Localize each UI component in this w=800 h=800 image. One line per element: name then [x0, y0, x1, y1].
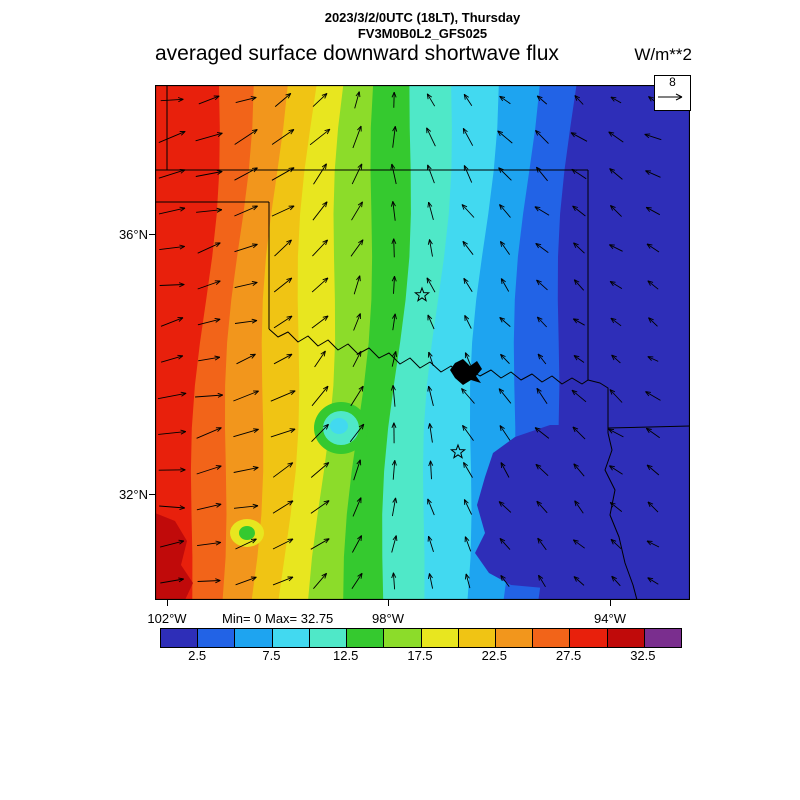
colorbar-segment [384, 629, 422, 647]
units-label: W/m**2 [634, 45, 692, 64]
lat-label-36n: 36°N [118, 227, 148, 242]
lon-label-102w: 102°W [147, 611, 187, 626]
lat-tick-32n [149, 494, 155, 495]
colorbar-tick-label: 32.5 [630, 648, 656, 663]
colorbar [160, 628, 682, 648]
colorbar-segment [533, 629, 571, 647]
colorbar-segment [644, 629, 682, 647]
colorbar-tick-label: 17.5 [407, 648, 433, 663]
colorbar-tick-label: 12.5 [333, 648, 359, 663]
vector-key-value: 8 [669, 75, 676, 89]
lon-tick-94w [610, 600, 611, 606]
title-row: averaged surface downward shortwave flux… [155, 42, 692, 66]
plot-title: averaged surface downward shortwave flux [155, 42, 559, 65]
valid-time-label: 2023/3/2/0UTC (18LT), Thursday [324, 10, 521, 25]
lon-tick-98w [388, 600, 389, 606]
lon-label-98w: 98°W [372, 611, 404, 626]
colorbar-segment [198, 629, 236, 647]
colorbar-segment [161, 629, 199, 647]
model-run-label: FV3M0B0L2_GFS025 [357, 26, 488, 41]
colorbar-segment [607, 629, 645, 647]
lat-tick-36n [149, 234, 155, 235]
colorbar-segment [570, 629, 608, 647]
lat-label-32n: 32°N [118, 487, 148, 502]
colorbar-tick-label: 7.5 [262, 648, 281, 663]
colorbar-segment [347, 629, 385, 647]
minmax-label: Min= 0 Max= 32.75 [222, 611, 334, 626]
map-canvas [155, 85, 690, 600]
colorbar-segment [458, 629, 496, 647]
colorbar-segment [235, 629, 273, 647]
vector-key-arrow-icon [658, 93, 683, 101]
colorbar-segment [495, 629, 534, 647]
vector-key-box: 8 [654, 75, 691, 111]
colorbar-tick-label: 27.5 [555, 648, 582, 663]
lon-tick-102w [167, 600, 168, 606]
lon-label-94w: 94°W [594, 611, 626, 626]
colorbar-tick-label: 2.5 [188, 648, 207, 663]
colorbar-segment [272, 629, 310, 647]
colorbar-tick-label: 22.5 [481, 648, 507, 663]
colorbar-segment [309, 629, 348, 647]
colorbar-segment [421, 629, 459, 647]
